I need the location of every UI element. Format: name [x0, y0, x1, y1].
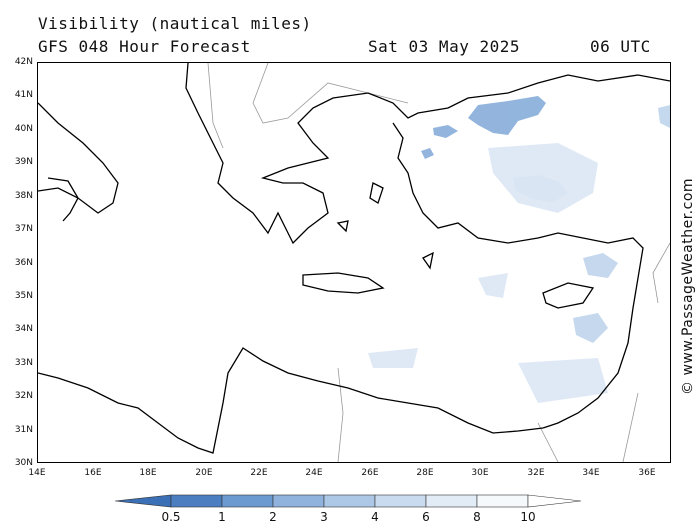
- colorbar-segment: [425, 494, 478, 508]
- colorbar-segment: [272, 494, 325, 508]
- lat-label: 31N: [14, 425, 33, 435]
- colorbar-label: 2: [269, 510, 277, 524]
- lon-label: 26E: [361, 468, 379, 478]
- credit-text: © www.PassageWeather.com: [680, 177, 696, 395]
- map-canvas: [37, 62, 671, 463]
- lon-label: 30E: [471, 468, 489, 478]
- lon-label: 22E: [250, 468, 268, 478]
- political-borders: [207, 62, 671, 463]
- lon-label: 14E: [28, 468, 46, 478]
- lon-label: 28E: [416, 468, 434, 478]
- map-frame: [37, 62, 671, 463]
- colorbar-label: 6: [422, 510, 430, 524]
- colorbar-label: 0.5: [161, 510, 181, 524]
- forecast-title: GFS 048 Hour Forecast: [38, 37, 251, 56]
- forecast-date: Sat 03 May 2025: [368, 37, 520, 56]
- colorbar-label: 4: [371, 510, 379, 524]
- lat-label: 34N: [14, 324, 33, 334]
- lon-label: 24E: [305, 468, 323, 478]
- lat-label: 42N: [14, 57, 33, 67]
- lon-label: 34E: [582, 468, 600, 478]
- lon-label: 20E: [195, 468, 213, 478]
- lat-label: 32N: [14, 391, 33, 401]
- colorbar-label: 8: [473, 510, 481, 524]
- forecast-time: 06 UTC: [590, 37, 651, 56]
- light-visibility-areas: [368, 143, 608, 403]
- lat-label: 30N: [14, 458, 33, 468]
- lat-label: 35N: [14, 291, 33, 301]
- colorbar-label: 1: [218, 510, 226, 524]
- lat-label: 39N: [14, 157, 33, 167]
- colorbar: [115, 494, 582, 508]
- lon-label: 36E: [638, 468, 656, 478]
- colorbar-segment: [374, 494, 427, 508]
- colorbar-segment: [221, 494, 274, 508]
- colorbar-segment: [476, 494, 529, 508]
- lat-label: 41N: [14, 90, 33, 100]
- colorbar-low-arrow: [115, 494, 172, 508]
- colorbar-label: 10: [520, 510, 536, 524]
- colorbar-segment: [170, 494, 223, 508]
- variable-title: Visibility (nautical miles): [38, 14, 312, 33]
- lat-label: 36N: [14, 258, 33, 268]
- lon-label: 18E: [139, 468, 157, 478]
- moderate-visibility-areas: [513, 105, 670, 343]
- lat-label: 37N: [14, 224, 33, 234]
- lon-label: 32E: [527, 468, 545, 478]
- colorbar-segment: [323, 494, 376, 508]
- colorbar-high-arrow: [527, 494, 582, 508]
- lat-label: 38N: [14, 191, 33, 201]
- coastlines: [37, 62, 671, 454]
- lat-label: 40N: [14, 124, 33, 134]
- colorbar-label: 3: [320, 510, 328, 524]
- lat-label: 33N: [14, 358, 33, 368]
- low-visibility-areas: [421, 96, 546, 159]
- lon-label: 16E: [84, 468, 102, 478]
